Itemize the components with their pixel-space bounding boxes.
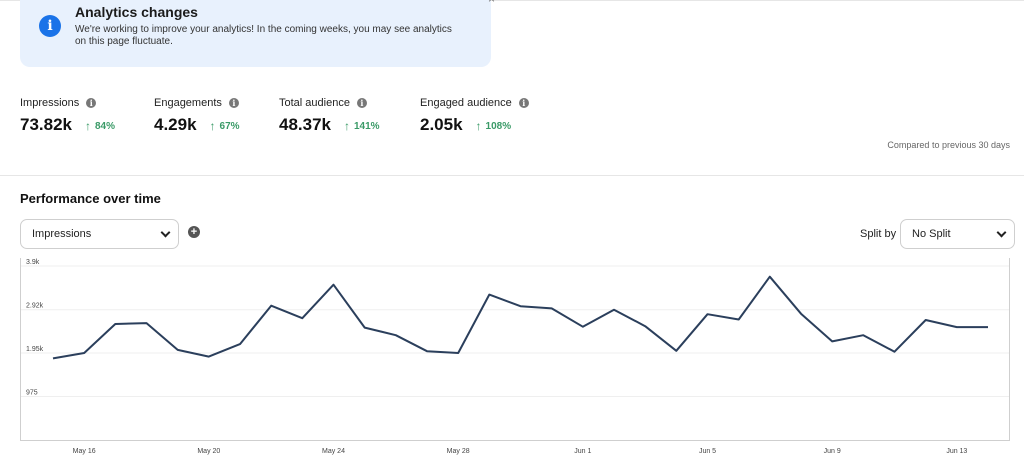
info-icon[interactable]: i [356, 98, 367, 108]
chevron-down-icon [996, 227, 1007, 238]
metric-change: ↑ 67% [209, 119, 240, 133]
x-tick-label: May 16 [73, 448, 96, 455]
analytics-changes-banner: i Analytics changes We're working to imp… [20, 0, 495, 67]
y-tick-label: 1.95k [26, 346, 44, 353]
arrow-up-icon: ↑ [475, 119, 482, 133]
info-icon[interactable]: i [518, 98, 529, 108]
metric-engagements: Engagements i 4.29k ↑ 67% [154, 97, 240, 135]
top-divider [0, 0, 1024, 1]
metric-value: 2.05k [420, 115, 463, 134]
metric-label: Impressions [20, 97, 80, 109]
y-tick-label: 2.92k [26, 303, 44, 310]
metric-select[interactable]: Impressions [20, 219, 179, 249]
metric-engaged-audience: Engaged audience i 2.05k ↑ 108% [420, 97, 529, 135]
y-tick-label: 975 [26, 390, 38, 397]
section-title: Performance over time [20, 191, 161, 206]
metric-label: Engagements [154, 97, 222, 109]
metric-value: 48.37k [279, 115, 331, 134]
metric-change: ↑ 108% [475, 119, 512, 133]
performance-line-chart: 975 1.95k 2.92k 3.9k May 16 May 20 May 24 May 2… [20, 258, 1010, 455]
metric-value: 73.82k [20, 115, 72, 134]
metric-total-audience: Total audience i 48.37k ↑ 141% [279, 97, 380, 135]
x-tick-label: May 24 [322, 448, 345, 455]
split-by-label: Split by [860, 228, 897, 240]
metric-impressions: Impressions i 73.82k ↑ 84% [20, 97, 115, 135]
x-tick-label: Jun 1 [574, 448, 591, 455]
metric-change: ↑ 84% [85, 119, 116, 133]
impressions-series-line [52, 275, 988, 360]
y-tick-label: 3.9k [26, 259, 40, 266]
x-tick-label: Jun 13 [946, 448, 967, 455]
comparison-period-note: Compared to previous 30 days [887, 140, 1010, 150]
metric-select-value: Impressions [32, 228, 92, 240]
metric-change: ↑ 141% [344, 119, 380, 133]
x-tick-label: Jun 5 [699, 448, 716, 455]
chevron-down-icon [160, 227, 171, 238]
info-icon[interactable]: i [86, 98, 97, 108]
x-tick-label: May 28 [447, 448, 470, 455]
arrow-up-icon: ↑ [85, 119, 91, 133]
arrow-up-icon: ↑ [344, 119, 350, 133]
add-metric-button[interactable]: + [188, 226, 200, 238]
info-icon: i [39, 15, 61, 37]
info-icon[interactable]: i [228, 98, 239, 108]
x-tick-label: May 20 [197, 448, 220, 455]
section-divider [0, 175, 1024, 176]
metric-label: Total audience [279, 97, 350, 109]
banner-title: Analytics changes [75, 4, 198, 20]
arrow-up-icon: ↑ [209, 119, 216, 133]
split-select-value: No Split [912, 228, 951, 240]
banner-message: We're working to improve your analytics!… [75, 24, 452, 47]
split-select[interactable]: No Split [900, 219, 1015, 249]
x-tick-label: Jun 9 [824, 448, 841, 455]
metric-value: 4.29k [154, 115, 197, 134]
metric-label: Engaged audience [420, 97, 512, 109]
close-icon[interactable]: × [488, 0, 495, 6]
